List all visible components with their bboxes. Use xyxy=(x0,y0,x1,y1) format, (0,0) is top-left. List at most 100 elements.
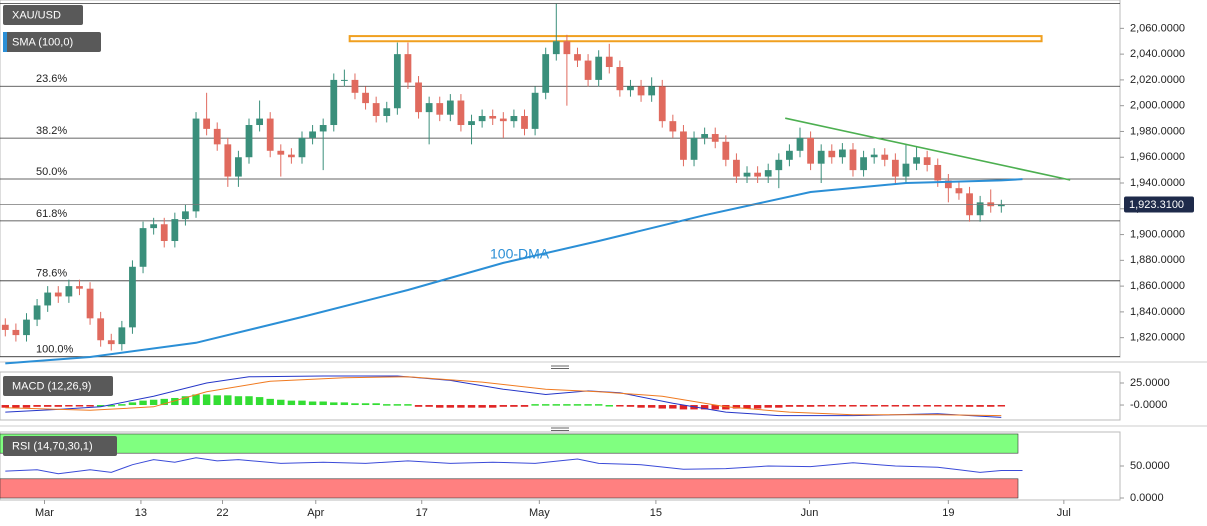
histogram-bar xyxy=(838,405,847,407)
candle-body xyxy=(934,164,942,181)
histogram-bar xyxy=(224,395,232,406)
histogram-bar xyxy=(351,403,359,406)
candle-body xyxy=(33,305,41,320)
y-tick-label: 2,060.0000 xyxy=(1130,22,1185,34)
candle-body xyxy=(213,128,221,145)
y-tick-label: 0.0000 xyxy=(1130,492,1164,504)
candle-body xyxy=(457,100,465,126)
label-bg xyxy=(3,436,117,456)
last-price-label: 1,923.3100 xyxy=(1129,199,1184,211)
histogram-bar xyxy=(796,405,804,407)
candle-body xyxy=(648,86,656,96)
candle-body xyxy=(44,292,52,306)
histogram-bar xyxy=(944,405,953,407)
candle-body xyxy=(838,149,846,158)
histogram-bar xyxy=(107,405,115,407)
histogram-bar xyxy=(563,404,571,406)
histogram-bar xyxy=(902,405,910,407)
fib-label: 78.6% xyxy=(36,268,67,280)
histogram-bar xyxy=(584,404,592,406)
rsi-band xyxy=(0,478,1019,499)
candle-body xyxy=(902,163,910,177)
histogram-bar xyxy=(340,402,349,406)
histogram-bar xyxy=(287,400,296,406)
histogram-bar xyxy=(75,405,84,407)
histogram-bar xyxy=(436,405,444,408)
candle-body xyxy=(870,154,878,158)
histogram-bar xyxy=(277,399,285,406)
histogram-bar xyxy=(531,404,539,406)
candle-body xyxy=(478,115,486,122)
candle-body xyxy=(97,318,105,341)
histogram-bar xyxy=(478,405,486,408)
y-tick-label: 1,840.0000 xyxy=(1130,306,1185,318)
resize-handle[interactable] xyxy=(551,365,569,431)
candle-body xyxy=(54,292,62,297)
candle-body xyxy=(605,56,613,68)
candle-body xyxy=(923,157,931,165)
candle-body xyxy=(531,92,539,129)
histogram-bar xyxy=(425,405,433,407)
candle-body xyxy=(722,141,730,160)
candle-body xyxy=(86,288,94,319)
candle-body xyxy=(436,103,444,115)
plot: 1,820.0000 1,840.0000 1,860.0000 1,880.0000… xyxy=(0,0,1194,519)
sma-label: SMA (100,0) xyxy=(12,36,73,48)
candle-body xyxy=(171,219,179,242)
histogram-bar xyxy=(923,405,931,407)
histogram-bar xyxy=(891,405,900,407)
candle-body xyxy=(415,82,422,113)
candle-body xyxy=(563,41,571,55)
histogram-bar xyxy=(319,401,327,406)
histogram-bar xyxy=(859,405,868,407)
histogram-bar xyxy=(404,404,412,406)
candle-body xyxy=(499,118,507,122)
candle-body xyxy=(849,149,857,171)
candle-body xyxy=(552,41,560,55)
y-tick-label: 2,000.0000 xyxy=(1130,100,1185,112)
histogram-bar xyxy=(785,405,794,407)
candle-body xyxy=(298,137,306,158)
histogram-bar xyxy=(870,405,878,407)
histogram-bar xyxy=(849,405,857,407)
legend-box: XAU/USD SMA (100,0) MACD (12,26,9) RSI (… xyxy=(3,5,117,456)
histogram-bar xyxy=(128,402,137,406)
label-bg xyxy=(3,376,113,396)
histogram-bar xyxy=(213,395,221,406)
last-price-tag xyxy=(1124,196,1194,213)
candle-body xyxy=(786,150,793,160)
histogram-bar xyxy=(997,405,1006,407)
trendline xyxy=(785,117,1071,181)
histogram-bar xyxy=(732,405,741,409)
histogram-bar xyxy=(43,405,52,407)
candle-body xyxy=(65,286,73,297)
histogram-bar xyxy=(669,405,677,409)
candle-body xyxy=(944,180,952,189)
histogram-bar xyxy=(96,405,105,407)
candle-body xyxy=(807,137,814,164)
histogram-bar xyxy=(192,394,200,406)
histogram-bar xyxy=(298,400,306,406)
fib-label: 0.0% xyxy=(36,0,61,2)
y-tick-label: 1,960.0000 xyxy=(1130,151,1185,163)
histogram-bar xyxy=(139,400,147,406)
rsi-line xyxy=(5,457,1023,475)
candle-body xyxy=(129,266,136,328)
histogram-bar xyxy=(552,404,560,406)
candle-body xyxy=(860,157,867,171)
histogram-bar xyxy=(160,398,168,406)
y-tick-label: 1,980.0000 xyxy=(1130,125,1185,137)
candle-body xyxy=(775,159,783,171)
histogram-bar xyxy=(711,405,719,410)
x-tick-label: 13 xyxy=(135,507,147,519)
histogram-bar xyxy=(965,405,974,407)
candle-body xyxy=(277,150,285,155)
histogram-bar xyxy=(499,405,508,407)
candle-body xyxy=(383,108,391,116)
histogram-bar xyxy=(245,396,253,406)
fib-label: 50.0% xyxy=(36,166,67,178)
candle-body xyxy=(796,137,804,151)
x-tick-label: May xyxy=(529,507,550,519)
candle-body xyxy=(976,202,984,216)
candle-body xyxy=(182,211,189,220)
